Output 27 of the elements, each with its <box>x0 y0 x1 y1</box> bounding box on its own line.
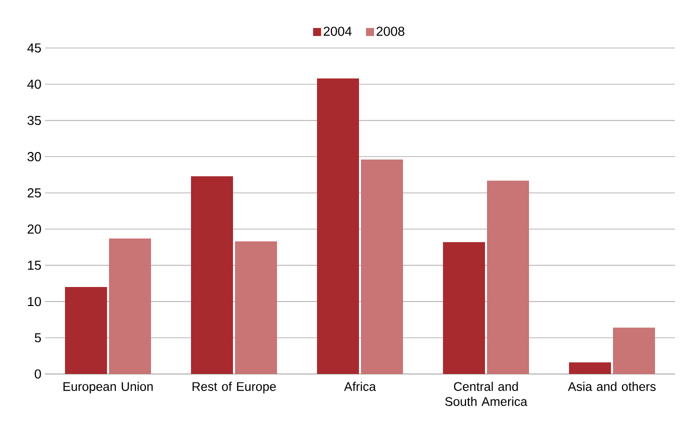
y-tick-label: 10 <box>28 296 41 306</box>
bar <box>568 362 611 374</box>
y-tick-label: 40 <box>27 80 41 89</box>
y-tick-label: 45 <box>27 43 41 53</box>
y-tick-label: 35 <box>28 116 41 126</box>
bar <box>612 328 655 374</box>
bar <box>235 241 278 374</box>
y-tick-label: 25 <box>28 188 41 198</box>
x-tick-label: Africa <box>344 382 376 391</box>
bar <box>361 160 403 374</box>
y-tick-label: 0 <box>34 369 41 379</box>
y-tick-label: 15 <box>28 260 41 270</box>
bar <box>443 242 485 374</box>
bar <box>65 287 108 374</box>
bar <box>486 180 529 374</box>
y-tick-label: 5 <box>34 333 41 342</box>
legend-label: 2004 <box>324 26 352 36</box>
x-tick-label: European Union <box>64 382 153 394</box>
x-tick-label: Central and South America <box>445 382 528 406</box>
bar <box>191 176 234 374</box>
bar <box>317 78 359 374</box>
x-tick-label: Rest of Europe <box>192 382 276 394</box>
legend-label: 2008 <box>376 26 404 36</box>
bar <box>109 238 152 374</box>
x-tick-label: Asia and others <box>568 382 656 391</box>
y-tick-label: 20 <box>28 224 41 234</box>
y-tick-label: 30 <box>28 152 41 162</box>
